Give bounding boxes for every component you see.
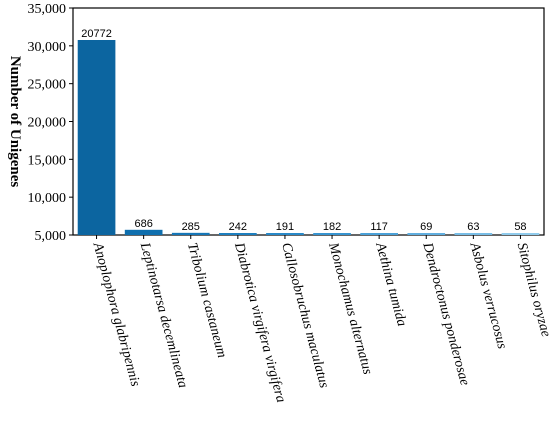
bar-2 [125, 230, 163, 235]
y-tick-label: 20,000 [28, 116, 67, 131]
x-tick-label: Dendroctonus ponderosae [419, 240, 472, 387]
y-tick-label: 30,000 [28, 40, 67, 55]
x-tick-label: Callosobruchus maculatus [278, 241, 331, 390]
y-tick-label: 10,000 [28, 191, 67, 206]
x-tick-label: Aethina tumida [372, 240, 409, 328]
data-label: 242 [229, 221, 247, 233]
data-label: 58 [514, 221, 526, 233]
bar-5 [266, 233, 304, 235]
x-tick-label: Anoplophora glabripennis [89, 240, 142, 389]
bar-6 [313, 233, 351, 235]
y-axis-label: Number of Unigenes [7, 56, 23, 188]
data-label: 20772 [81, 28, 112, 40]
bar-1 [78, 40, 116, 235]
plot-frame [73, 8, 544, 235]
x-tick-label: Tribolium castaneum [184, 241, 229, 359]
x-tick-label: Sitophilus oryzae [514, 241, 550, 338]
data-label: 285 [182, 221, 200, 233]
data-label: 63 [467, 221, 479, 233]
bar-8 [407, 233, 445, 235]
x-tick-label: Diabrotica virgifera virgifera [231, 240, 288, 404]
bar-9 [455, 233, 493, 235]
x-tick-label: Monochamus alternatus [325, 240, 375, 376]
y-tick-label: 25,000 [28, 78, 67, 93]
plot-area: 5,000 10,000 15,000 20,000 25,000 30,000 35,00… [7, 2, 550, 404]
y-tick-label: 15,000 [28, 153, 67, 168]
bar-10 [502, 233, 540, 235]
data-label: 182 [323, 221, 341, 233]
bar-4 [219, 233, 257, 235]
y-tick-label: 5,000 [35, 229, 67, 244]
data-label: 686 [134, 218, 152, 230]
data-label: 69 [420, 221, 432, 233]
y-tick-label: 35,000 [28, 2, 67, 17]
x-tick-label: Asbolus verrucosus [466, 240, 509, 351]
bar-7 [360, 233, 398, 235]
data-label: 191 [276, 221, 294, 233]
data-label: 117 [370, 221, 388, 233]
x-tick-label: Leptinotarsa decemlineata [137, 240, 190, 389]
bar-3 [172, 233, 210, 235]
